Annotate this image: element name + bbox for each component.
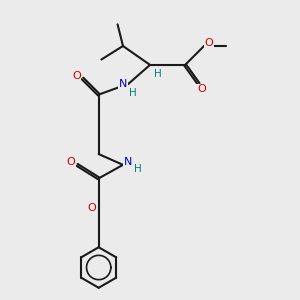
Text: N: N xyxy=(124,157,132,167)
Text: O: O xyxy=(67,157,76,167)
Text: N: N xyxy=(119,79,127,89)
Text: O: O xyxy=(197,84,206,94)
Text: H: H xyxy=(154,69,162,80)
Text: H: H xyxy=(134,164,142,174)
Text: O: O xyxy=(88,203,96,213)
Text: O: O xyxy=(72,71,81,81)
Text: H: H xyxy=(129,88,136,98)
Text: O: O xyxy=(205,38,213,48)
